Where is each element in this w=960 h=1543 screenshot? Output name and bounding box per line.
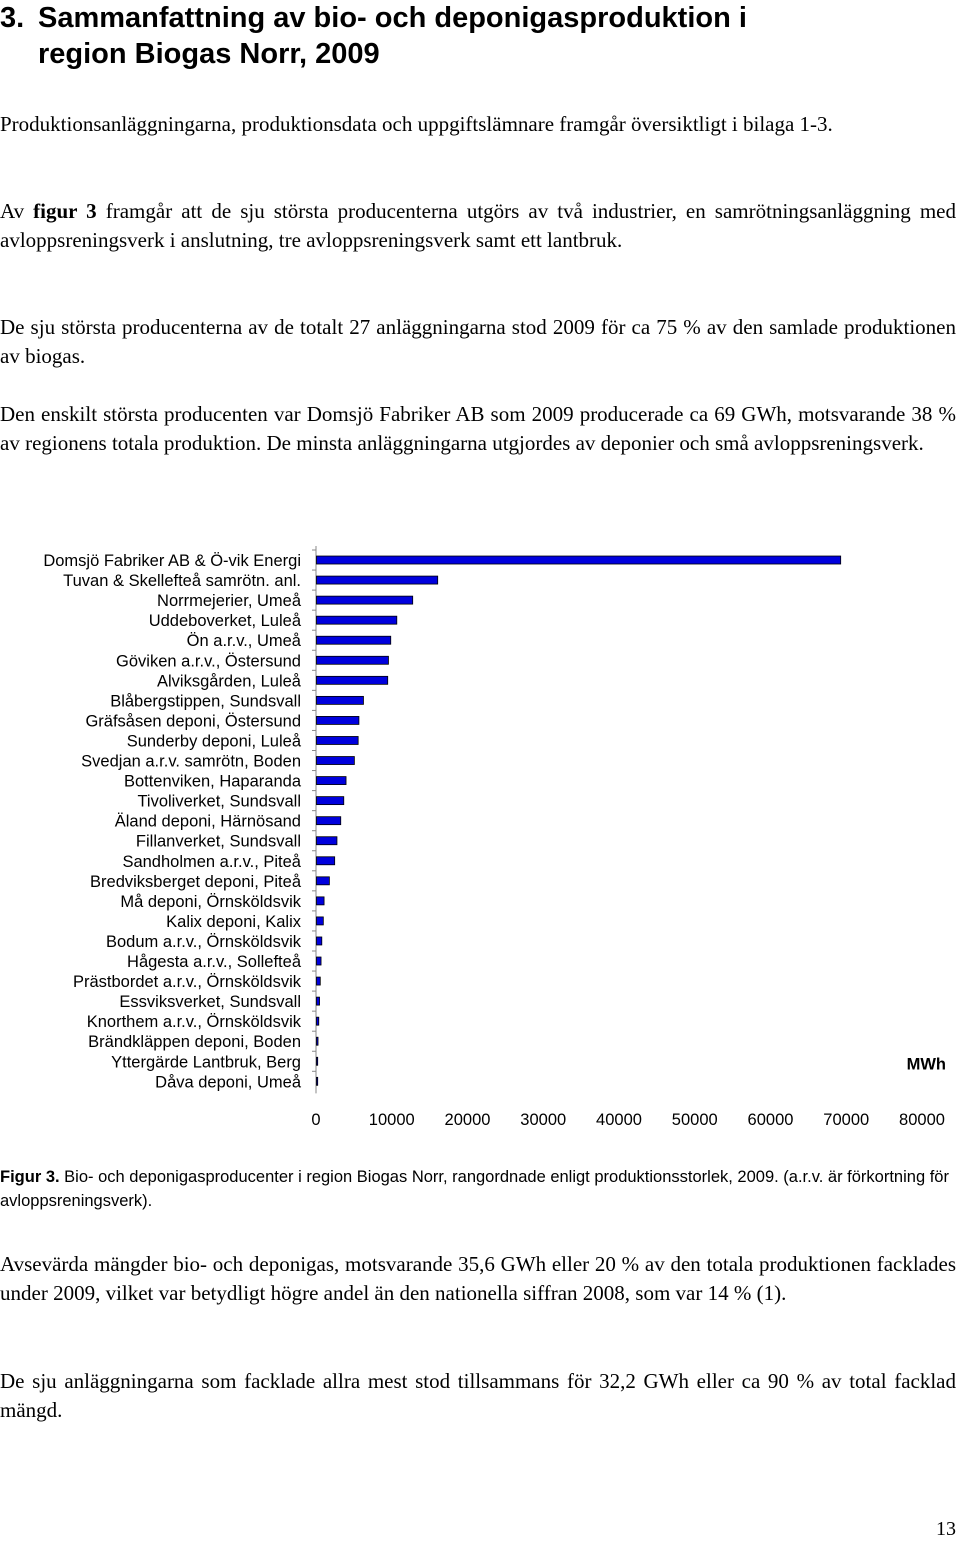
bar: [316, 836, 338, 846]
bar: [316, 876, 330, 886]
bar: [316, 555, 842, 565]
category-label: Sunderby deponi, Luleå: [127, 732, 302, 750]
figure-label: Figur 3.: [0, 1168, 60, 1186]
paragraph-4: Den enskilt största producenten var Doms…: [0, 402, 956, 455]
category-label: Blåbergstippen, Sundsvall: [110, 692, 301, 710]
category-label: Göviken a.r.v., Östersund: [116, 652, 301, 670]
bar: [316, 956, 322, 966]
bar: [316, 816, 342, 826]
bar: [316, 575, 439, 585]
bar: [316, 736, 359, 745]
category-label: Domsjö Fabriker AB & Ö-vik Energi: [43, 552, 301, 570]
category-label: Ön a.r.v., Umeå: [187, 632, 302, 650]
bar: [316, 776, 347, 785]
category-label: Knorthem a.r.v., Örnsköldsvik: [87, 1013, 302, 1031]
x-tick-label: 70000: [823, 1111, 869, 1129]
bar: [316, 675, 389, 685]
bar: [316, 655, 389, 665]
category-label: Bottenviken, Haparanda: [124, 773, 302, 791]
bar: [316, 635, 392, 645]
bar: [316, 1016, 320, 1026]
category-label: Dåva deponi, Umeå: [155, 1073, 302, 1091]
x-tick-label: 20000: [445, 1111, 491, 1129]
x-tick-label: 0: [311, 1111, 320, 1129]
bar: [316, 695, 364, 705]
category-label: Essviksverket, Sundsvall: [119, 993, 301, 1011]
category-label: Tuvan & Skellefteå samrötn. anl.: [63, 572, 301, 590]
category-label: Yttergärde Lantbruk, Berg: [111, 1053, 301, 1071]
bar: [316, 595, 414, 605]
category-label: Må deponi, Örnsköldsvik: [120, 893, 301, 911]
bar-chart: Domsjö Fabriker AB & Ö-vik Energi Tuvan &…: [43, 546, 946, 1129]
bar: [316, 856, 336, 866]
category-label: Bredviksberget deponi, Piteå: [90, 873, 302, 891]
paragraph-2-post: framgår att de sju största producenterna…: [0, 199, 956, 252]
category-label: Alviksgården, Luleå: [157, 672, 302, 690]
bar: [316, 976, 321, 986]
bar: [316, 756, 355, 765]
section-title-line1: Sammanfattning av bio- och deponigasprod…: [38, 2, 747, 34]
category-label: Brändkläppen deponi, Boden: [88, 1033, 301, 1051]
figure-reference: figur 3: [33, 199, 97, 223]
bar: [316, 716, 360, 725]
bar: [316, 916, 324, 926]
section-heading: 3. Sammanfattning av bio- och deponigaspr…: [0, 0, 950, 72]
category-label: Norrmejerier, Umeå: [157, 592, 302, 610]
bar: [316, 796, 345, 806]
x-tick-label: 10000: [369, 1111, 415, 1129]
category-label: Äland deponi, Härnösand: [115, 813, 301, 831]
paragraph-5: Avsevärda mängder bio- och deponigas, mo…: [0, 1252, 956, 1305]
paragraph-6: De sju anläggningarna som facklade allra…: [0, 1369, 956, 1422]
category-label: Svedjan a.r.v. samrötn, Boden: [81, 753, 301, 771]
paragraph-2: Av figur 3 framgår att de sju största pr…: [0, 197, 956, 255]
page-number: 13: [936, 1518, 956, 1540]
bar: [316, 615, 398, 625]
unit-label: MWh: [907, 1055, 946, 1073]
category-label: Bodum a.r.v., Örnsköldsvik: [106, 933, 302, 951]
bar: [316, 896, 325, 906]
figure-caption-text: Bio- och deponigasproducenter i region B…: [0, 1168, 949, 1210]
section-number: 3.: [0, 2, 25, 34]
x-tick-label: 60000: [748, 1111, 794, 1129]
category-label: Sandholmen a.r.v., Piteå: [122, 853, 301, 871]
x-tick-label: 30000: [520, 1111, 566, 1129]
x-tick-label: 80000: [899, 1111, 945, 1129]
bar: [316, 1056, 319, 1066]
paragraph-1: Produktionsanläggningarna, produktionsda…: [0, 112, 833, 136]
category-label: Gräfsåsen deponi, Östersund: [85, 712, 301, 730]
category-label: Uddeboverket, Luleå: [149, 612, 302, 630]
category-label: Prästbordet a.r.v., Örnsköldsvik: [73, 973, 302, 991]
category-label: Kalix deponi, Kalix: [166, 913, 302, 931]
bar: [316, 1076, 319, 1086]
x-tick-label: 50000: [672, 1111, 718, 1129]
paragraph-3: De sju största producenterna av de total…: [0, 315, 956, 368]
figure-caption: Figur 3. Bio- och deponigasproducenter i…: [0, 1165, 956, 1213]
bar: [316, 1036, 319, 1046]
section-title-line2: region Biogas Norr, 2009: [38, 38, 380, 70]
bar: [316, 936, 323, 946]
x-tick-label: 40000: [596, 1111, 642, 1129]
paragraph-2-pre: Av: [0, 199, 34, 223]
bar: [316, 996, 320, 1006]
category-label: Hågesta a.r.v., Sollefteå: [127, 953, 302, 971]
category-label: Tivoliverket, Sundsvall: [137, 793, 301, 811]
category-label: Fillanverket, Sundsvall: [136, 833, 301, 851]
